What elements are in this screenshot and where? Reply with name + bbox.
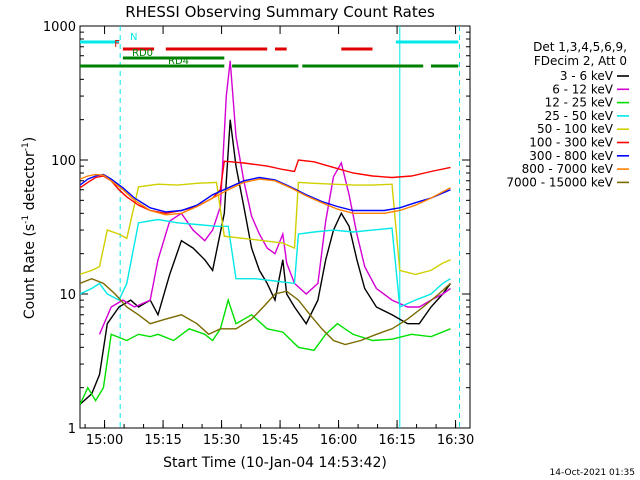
legend-item-label: 50 - 100 keV [537, 122, 614, 136]
y-axis-label-part: ) [22, 137, 38, 142]
legend-item-label: 6 - 12 keV [552, 82, 614, 96]
y-axis-label-sup: -1 [21, 142, 31, 151]
legend-item-label: 7000 - 15000 keV [506, 175, 613, 189]
y-axis-label-sup: -1 [21, 215, 31, 224]
x-tick-label: 16:15 [378, 433, 415, 448]
legend-item-label: 800 - 7000 keV [522, 162, 614, 176]
series-line-8 [80, 277, 451, 346]
y-tick-label: 10 [59, 288, 76, 303]
x-tick-label: 15:45 [261, 433, 298, 448]
legend-item-label: 100 - 300 keV [529, 136, 613, 150]
x-axis-label: Start Time (10-Jan-04 14:53:42) [163, 455, 387, 471]
legend: Det 1,3,4,5,6,9,FDecim 2, Att 03 - 6 keV… [506, 40, 629, 189]
generated-timestamp: 14-Oct-2021 01:35 [550, 468, 635, 478]
x-tick-label: 16:30 [437, 433, 474, 448]
x-tick-label: 15:15 [144, 433, 181, 448]
legend-item-label: 3 - 6 keV [560, 69, 614, 83]
y-tick-label: 1000 [43, 20, 76, 35]
y-tick-label: 1 [68, 422, 76, 437]
state-bar-label: F [114, 39, 120, 50]
plot-frame [79, 25, 471, 429]
y-axis-label-part: detector [22, 151, 38, 215]
state-bar-label: N [130, 32, 137, 43]
x-tick-label: 15:00 [86, 433, 123, 448]
series-line-5 [80, 159, 451, 215]
legend-item-label: 300 - 800 keV [529, 149, 613, 163]
x-tick-label: 16:00 [320, 433, 357, 448]
y-tick-label: 100 [51, 154, 76, 169]
y-axis-label-part: Count Rate (s [22, 224, 38, 319]
y-axis-label: Count Rate (s-1 detector-1) [21, 137, 38, 319]
state-bar-label: RD4 [168, 56, 189, 67]
state-bar-label: RD0 [132, 48, 153, 59]
legend-header: FDecim 2, Att 0 [534, 54, 627, 68]
legend-header: Det 1,3,4,5,6,9, [533, 40, 627, 54]
x-tick-label: 15:30 [203, 433, 240, 448]
chart-title: RHESSI Observing Summary Count Rates [125, 3, 435, 21]
series-line-7 [80, 173, 451, 216]
series-line-3 [80, 218, 451, 309]
series-line-4 [80, 181, 451, 276]
series-group [80, 26, 460, 428]
series-line-1 [98, 60, 451, 335]
legend-item-label: 12 - 25 keV [545, 96, 614, 110]
series-line-6 [80, 173, 451, 213]
legend-item-label: 25 - 50 keV [545, 109, 614, 123]
series-line-2 [80, 297, 451, 405]
plot-area: 1 10 100 1000 15:00 15:15 15:30 15:45 16:00 16:15… [43, 20, 474, 448]
series-line-0 [80, 119, 452, 405]
